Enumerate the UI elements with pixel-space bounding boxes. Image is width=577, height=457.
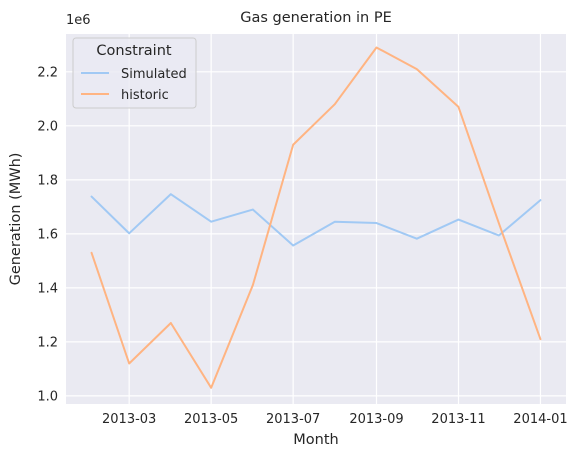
x-tick-label: 2014-01 (513, 412, 567, 427)
series-line-simulated (90, 193, 542, 247)
grid (66, 34, 566, 404)
legend-box (72, 37, 197, 109)
y-tick-label: 1.2 (37, 335, 58, 350)
series-line-historic (90, 46, 542, 389)
y-tick-label: 2.0 (37, 119, 58, 134)
y-tick-label: 1.8 (37, 173, 58, 188)
chart-title: Gas generation in PE (240, 10, 392, 26)
legend-label-historic: historic (121, 88, 169, 103)
x-axis-label: Month (293, 432, 338, 448)
y-tick-labels: 1.0 1.2 1.4 1.6 1.8 2.0 2.2 (37, 65, 58, 404)
x-tick-labels: 2013-03 2013-05 2013-07 2013-09 2013-11 2014-… (102, 412, 568, 427)
y-tick-label: 2.2 (37, 65, 58, 80)
x-tick-label: 2013-11 (431, 412, 485, 427)
x-tick-label: 2013-09 (349, 412, 403, 427)
legend-title: Constraint (96, 43, 171, 59)
legend: Constraint Simulated historic (72, 37, 197, 109)
x-tick-label: 2013-03 (102, 412, 156, 427)
series-group (90, 46, 542, 389)
y-tick-label: 1.4 (37, 281, 58, 296)
y-scale-note: 1e6 (66, 13, 91, 28)
y-axis-label: Generation (MWh) (8, 153, 24, 286)
y-tick-label: 1.6 (37, 227, 58, 242)
y-tick-label: 1.0 (37, 389, 58, 404)
x-tick-label: 2013-07 (266, 412, 320, 427)
legend-label-simulated: Simulated (121, 67, 187, 82)
x-tick-label: 2013-05 (184, 412, 238, 427)
